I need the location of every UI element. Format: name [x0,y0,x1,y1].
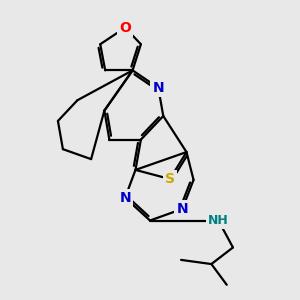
Text: N: N [176,202,188,216]
Text: S: S [165,172,175,186]
Text: N: N [152,81,164,95]
Text: O: O [119,21,131,35]
Text: N: N [119,191,131,205]
Text: NH: NH [208,214,229,227]
